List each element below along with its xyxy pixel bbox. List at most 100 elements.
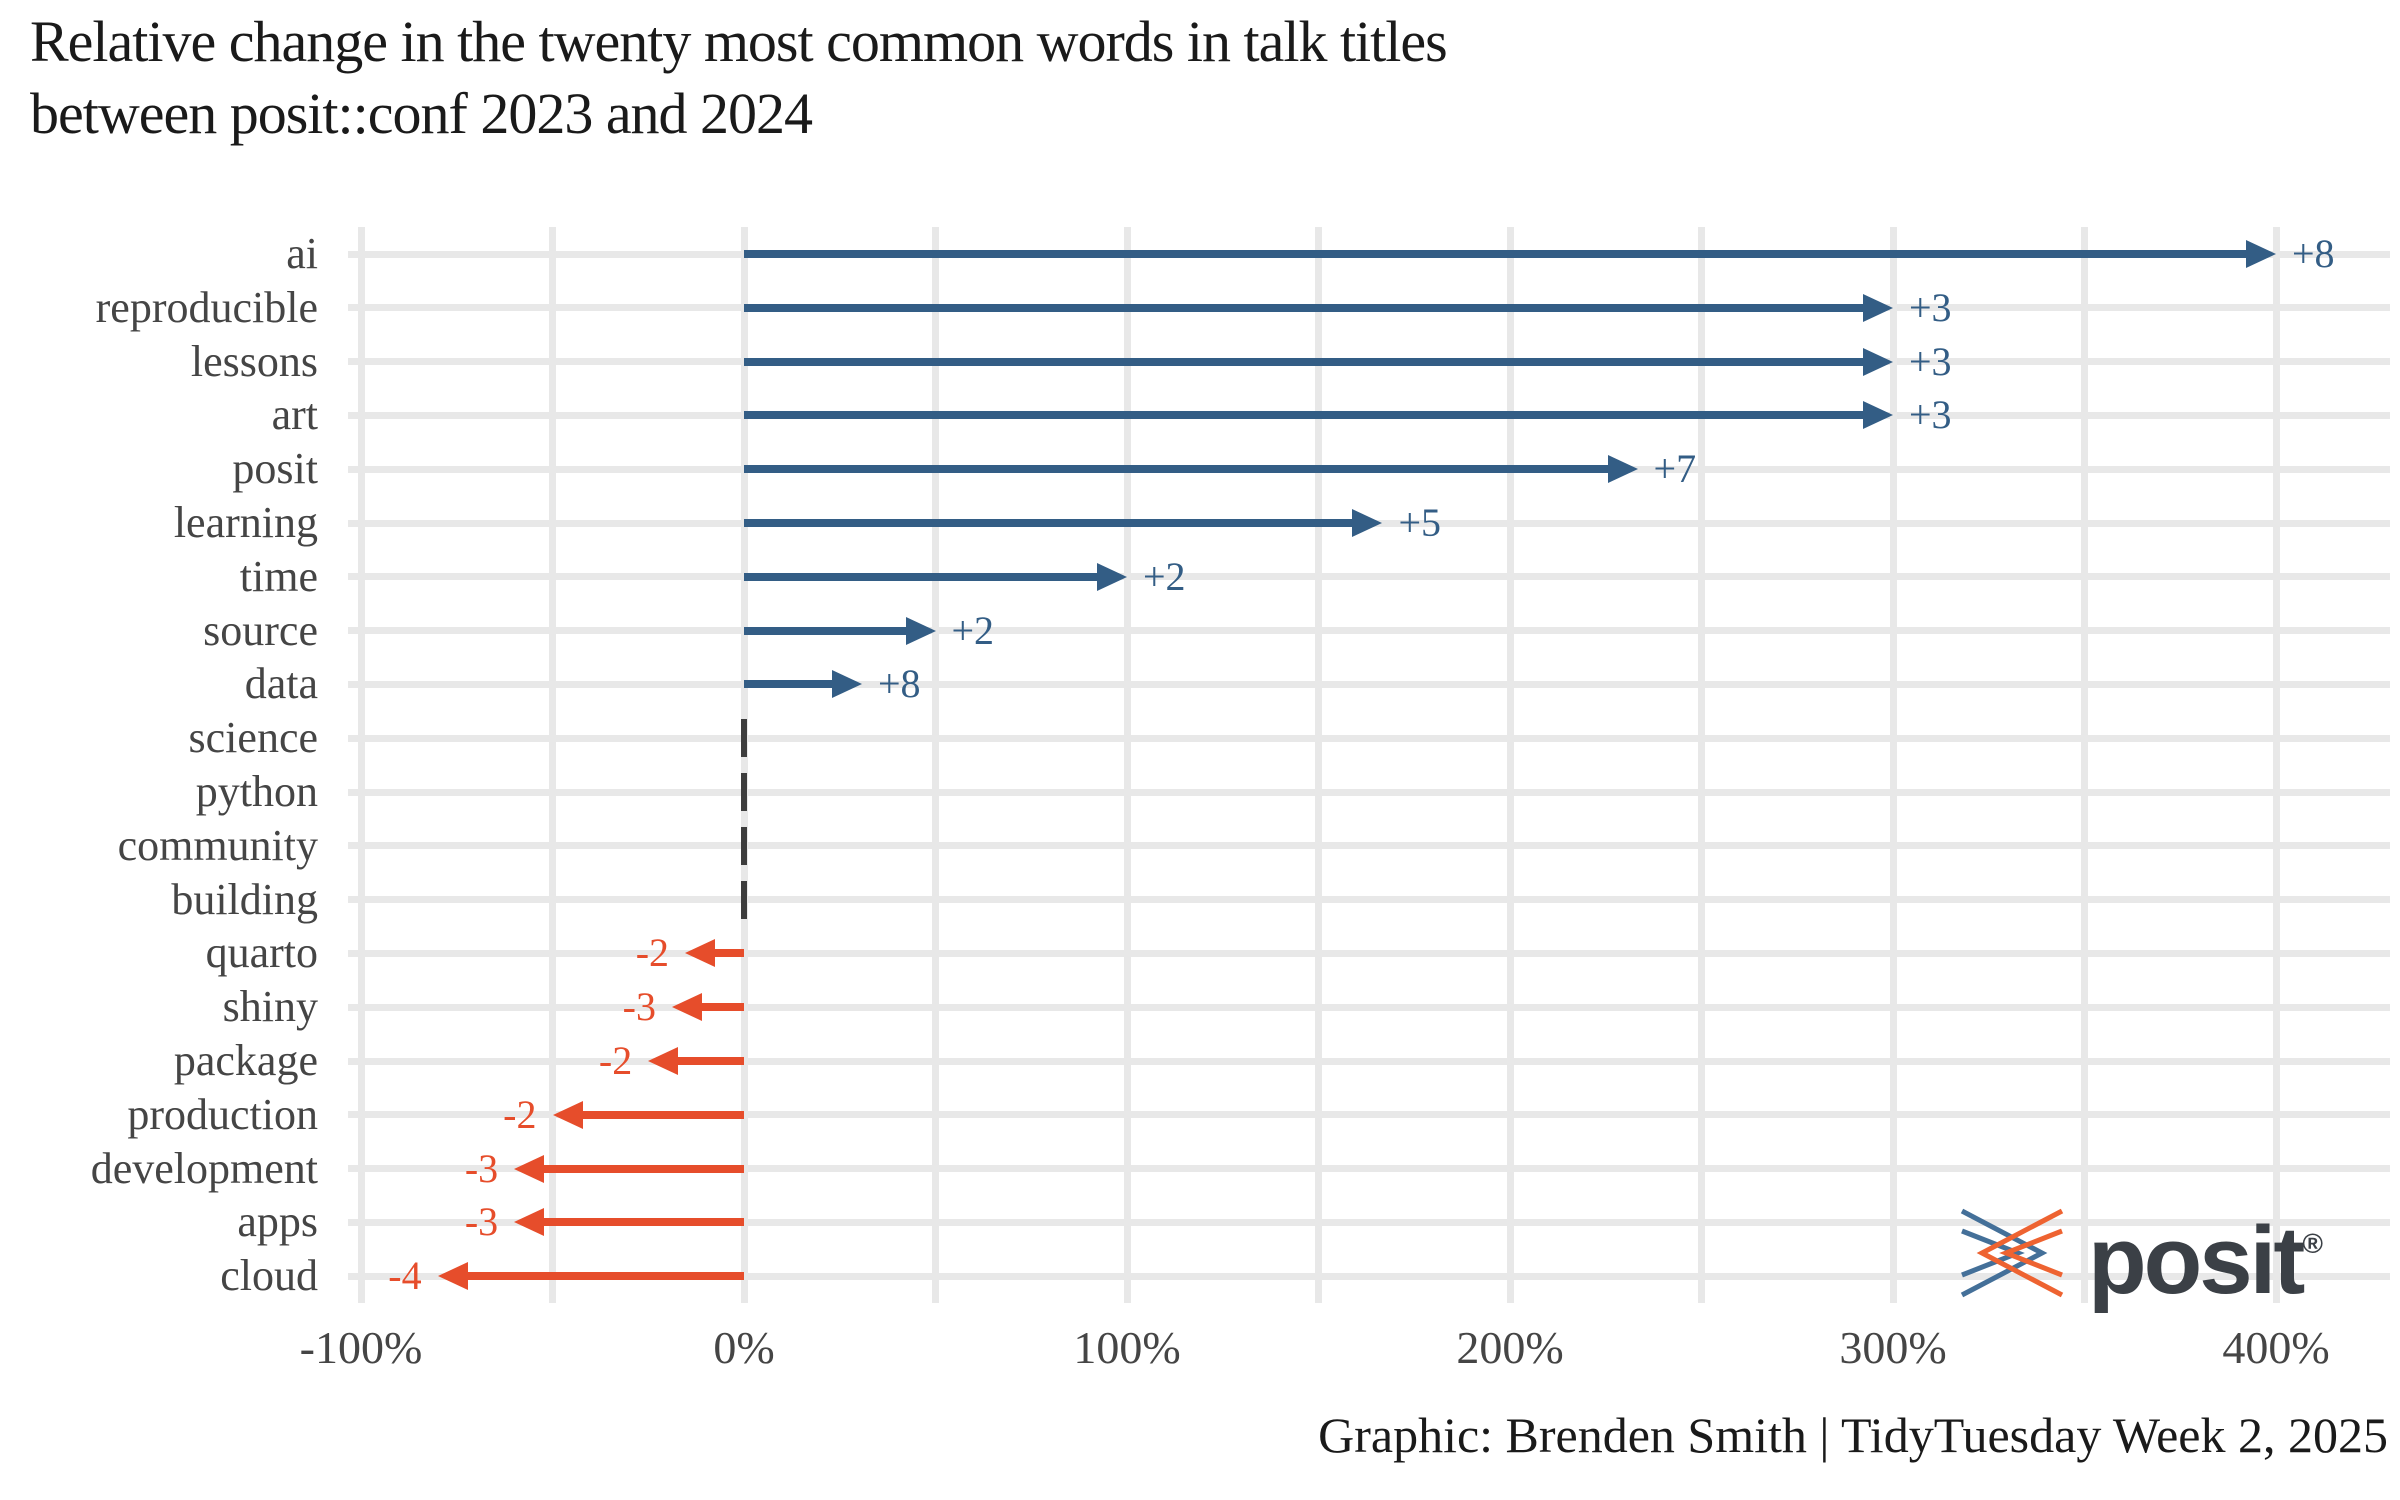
arrow-head [831,670,862,699]
value-label: +5 [1398,500,1442,545]
gridline-horizontal [348,1165,2390,1173]
value-label: -2 [503,1091,537,1137]
gridline-vertical [932,227,939,1303]
zero-change-dash [741,719,747,758]
arrow-shaft [461,1272,744,1281]
gridline-horizontal [348,896,2390,904]
plot-area: +8 +3 +3 +3 +7 +5 +2 +2 +8 -2 -3 -2 -2 -3 -3 -4 [348,227,2390,1303]
value-label: +7 [1653,446,1697,492]
category-label: package [173,1036,318,1085]
category-label: cloud [220,1251,318,1301]
chart-title: Relative change in the twenty most commo… [30,6,1448,150]
category-label: art [271,390,318,440]
arrow-head [514,1154,545,1183]
arrow-shaft [744,680,838,689]
x-tick-label: 0% [713,1322,775,1373]
category-label: ai [286,229,318,278]
posit-wordmark: posit® [2088,1207,2323,1314]
chart-title-line-2: between posit::conf 2023 and 2024 [30,81,813,146]
category-label: learning [173,498,318,547]
value-label: +2 [951,607,995,653]
posit-logo-icon [1960,1208,2064,1297]
value-label: -3 [464,1145,499,1191]
category-label: data [244,659,318,709]
value-label: +3 [1909,338,1952,384]
x-tick-label: 300% [1839,1322,1947,1373]
arrow-head [1607,455,1638,484]
category-label: community [117,820,318,870]
arrow-shaft [709,949,744,958]
category-label: quarto [205,928,318,978]
x-tick-label: 100% [1073,1322,1181,1373]
arrow-shaft [672,1057,744,1065]
arrow-head [1352,509,1383,537]
category-label: building [171,874,318,924]
value-label: -2 [635,930,670,976]
x-tick-label: 400% [2222,1322,2330,1373]
gridline-horizontal [348,1272,2390,1280]
category-label: development [90,1143,318,1193]
value-label: -4 [388,1253,422,1299]
arrow-head [685,939,716,968]
arrow-head [514,1208,545,1237]
arrow-head [1097,562,1127,591]
arrow-shaft [744,303,1869,312]
zero-change-dash [741,880,747,919]
category-label: shiny [222,982,318,1032]
arrow-shaft [744,465,1614,474]
gridline-vertical [549,227,556,1303]
value-label: +8 [877,661,921,707]
gridline-vertical [740,227,748,1303]
arrow-head [1863,293,1893,322]
gridline-horizontal [348,734,2390,742]
value-label: -3 [622,984,656,1030]
category-label: science [188,713,318,763]
arrow-shaft [744,411,1869,420]
category-label: apps [237,1197,318,1247]
gridline-horizontal [348,1003,2390,1011]
gridline-horizontal [348,627,2390,635]
arrow-shaft [744,250,2252,258]
category-label: lessons [190,336,318,386]
x-tick-label: -100% [299,1322,423,1373]
arrow-head [552,1100,583,1129]
arrow-shaft [744,572,1103,581]
gridline-vertical [2081,227,2088,1303]
gridline-horizontal [348,680,2390,688]
arrow-shaft [538,1218,744,1227]
gridline-horizontal [348,573,2390,581]
category-label: posit [232,444,318,494]
arrow-head [671,993,702,1022]
gridline-horizontal [348,1111,2390,1119]
arrow-shaft [744,626,912,635]
zero-change-dash [741,773,747,811]
caption: Graphic: Brenden Smith | TidyTuesday Wee… [1318,1407,2388,1463]
gridline-vertical [1123,227,1131,1303]
x-tick-label: 200% [1456,1322,1564,1373]
gridline-horizontal [348,842,2390,850]
arrow-head [648,1047,679,1075]
arrow-head [1863,401,1893,430]
arrow-shaft [576,1110,744,1119]
chart-title-line-1: Relative change in the twenty most commo… [30,9,1448,74]
arrow-shaft [744,357,1869,366]
gridline-vertical [2272,227,2280,1303]
arrow-head [2246,240,2276,268]
registered-mark: ® [2302,1228,2323,1259]
category-label: production [127,1089,318,1139]
arrow-shaft [695,1003,744,1012]
posit-logo: posit® [1956,1194,2323,1311]
gridline-vertical [1506,227,1514,1303]
value-label: -3 [464,1199,499,1245]
value-label: +3 [1909,392,1952,438]
arrow-head [905,616,936,645]
arrow-shaft [744,519,1359,527]
arrow-head [437,1262,468,1291]
value-label: -2 [598,1038,633,1083]
gridline-vertical [1889,227,1897,1303]
gridline-vertical [1698,227,1705,1303]
category-label: source [203,605,318,655]
zero-change-dash [741,826,747,865]
gridline-vertical [1315,227,1322,1303]
